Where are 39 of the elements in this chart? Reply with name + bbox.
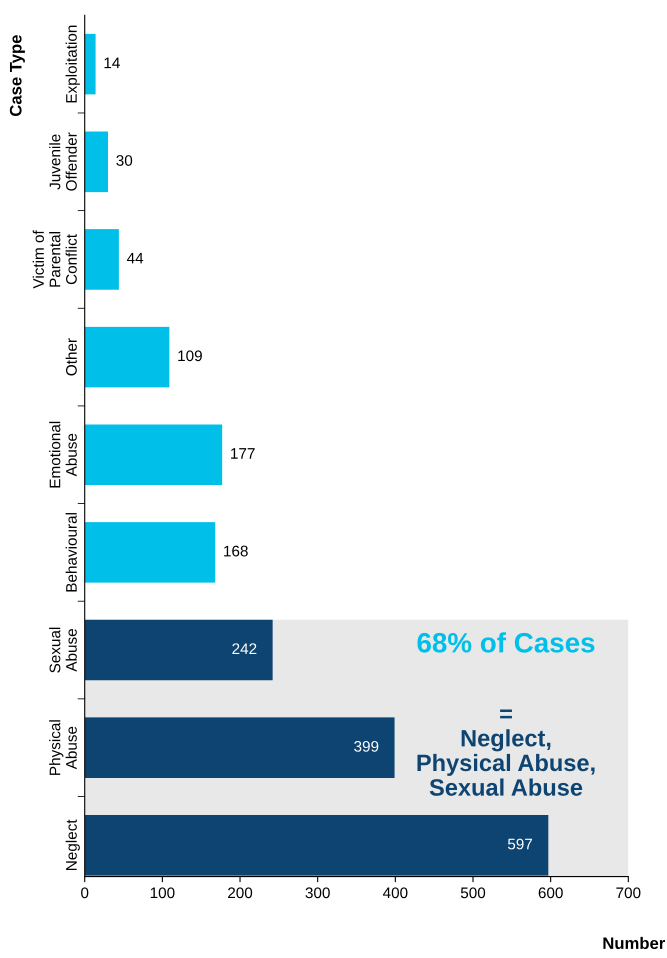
x-tick-label: 600	[538, 887, 563, 898]
y-tick-label: Juvenile Offender	[49, 132, 77, 191]
data-label: 44	[126, 252, 144, 264]
bar	[84, 229, 119, 290]
bar	[84, 424, 222, 486]
data-label: 399	[354, 740, 378, 752]
data-label: 14	[104, 58, 120, 68]
x-tick-label: 300	[306, 887, 330, 898]
x-tick-label: 100	[150, 887, 175, 898]
bar	[84, 620, 273, 680]
x-axis-title: Number	[603, 936, 666, 950]
data-label: 242	[232, 643, 256, 654]
data-label: 30	[116, 155, 132, 166]
x-tick-label: 700	[616, 887, 640, 898]
data-label: 109	[178, 350, 202, 362]
data-label: 177	[231, 448, 255, 459]
y-tick-label: Other	[66, 338, 77, 376]
data-label: 597	[508, 838, 532, 850]
bar	[84, 132, 108, 192]
x-tick-label: 500	[460, 887, 486, 898]
annotation: 68% of Cases	[417, 632, 594, 653]
y-axis-title: Case Type	[10, 35, 25, 116]
y-tick-label: Behavioural	[66, 513, 77, 592]
x-tick-label: 400	[382, 887, 408, 898]
bar	[84, 522, 216, 583]
y-tick-label: Neglect	[66, 820, 80, 870]
y-tick-label: Sexual Abuse	[49, 628, 77, 673]
bar	[84, 34, 96, 94]
y-tick-label: Victim of Parental Conflict	[32, 230, 77, 289]
y-tick-label: Exploitation	[66, 26, 80, 102]
x-tick-label: 0	[81, 887, 88, 898]
x-tick-label: 200	[228, 887, 252, 898]
bar	[84, 717, 395, 778]
annotation: = Neglect, Physical Abuse, Sexual Abuse	[417, 709, 595, 796]
bar	[84, 326, 170, 388]
bar	[84, 815, 548, 876]
y-tick-label: Physical Abuse	[49, 720, 77, 775]
y-tick-label: Emotional Abuse	[49, 422, 77, 488]
data-label: 168	[224, 546, 248, 556]
